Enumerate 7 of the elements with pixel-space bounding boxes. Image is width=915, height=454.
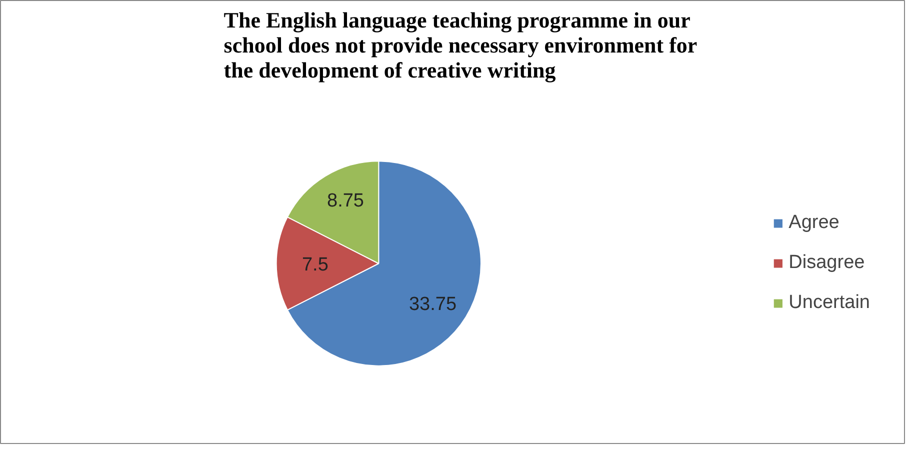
data-label: 33.75 <box>408 294 457 315</box>
legend-label: Disagree <box>788 252 865 274</box>
legend-label: Uncertain <box>788 292 870 314</box>
chart-title: The English language teaching programme in our school does not provide necessary environment for the development of creative writing <box>224 8 698 82</box>
data-label: 8.75 <box>327 190 364 212</box>
data-label: 7.5 <box>302 254 328 276</box>
legend-label: Agree <box>788 212 840 234</box>
